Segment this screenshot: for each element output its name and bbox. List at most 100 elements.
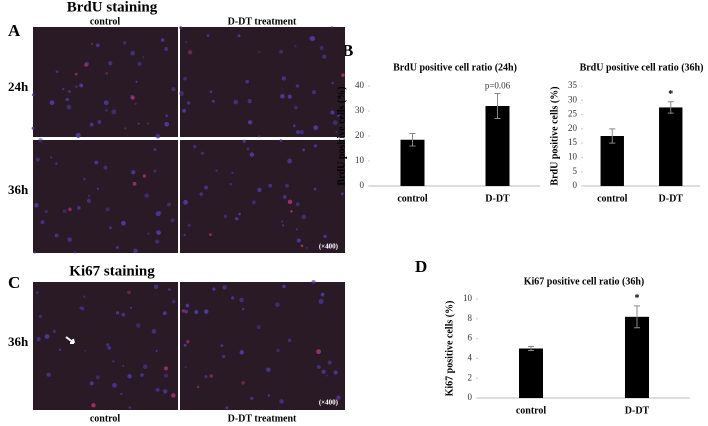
magnification: (×400): [319, 243, 339, 251]
cell-dot: [233, 99, 239, 105]
arrow: [65, 336, 75, 344]
cell-dot: [267, 394, 270, 397]
cell-dot: [194, 310, 199, 315]
cell-dot: [206, 34, 210, 37]
cell-dot: [38, 137, 43, 143]
y-tick-label: 10: [568, 151, 578, 161]
cell-dot: [280, 220, 284, 223]
cell-dot: [50, 156, 53, 159]
cell-dot: [105, 207, 110, 212]
bar: [485, 106, 510, 186]
y-axis-label: Ki67 positive cells (%): [444, 301, 455, 397]
cell-dot: [167, 202, 171, 207]
cell-dot: [155, 387, 160, 392]
cell-dot: [229, 182, 233, 186]
cell-dot: [142, 364, 148, 370]
cell-dot: [97, 119, 102, 124]
cell-dot: [179, 91, 184, 96]
y-tick-label: 0: [468, 392, 473, 402]
cell-dot: [299, 129, 304, 135]
cell-dot: [245, 79, 249, 84]
cell-dot: [84, 349, 87, 352]
cell-dot: [282, 224, 285, 227]
cell-dot: [326, 245, 330, 249]
cell-dot: [313, 144, 318, 148]
cell-dot: [127, 374, 132, 379]
cell-dot: [301, 214, 307, 220]
cell-dot: [124, 127, 127, 130]
cell-dot: [65, 97, 69, 102]
chart-title: BrdU positive cell ratio (24h): [393, 62, 517, 73]
cell-dot: [199, 192, 203, 196]
cell-dot: [155, 239, 160, 244]
y-tick-label: 4: [468, 352, 473, 362]
cell-dot: [249, 152, 255, 157]
cell-dot: [305, 246, 308, 249]
cell-dot: [325, 374, 328, 377]
cell-dot: [294, 105, 298, 110]
cell-dot: [290, 210, 293, 213]
cell-dot: [280, 94, 285, 99]
cell-dot: [258, 50, 261, 54]
cell-dot: [121, 312, 126, 317]
cell-dot: [187, 223, 191, 227]
cell-dot: [62, 88, 65, 91]
cell-dot: [266, 367, 271, 372]
cell-dot: [155, 133, 161, 139]
x-tick-label: D-DT: [625, 405, 650, 416]
cell-dot: [296, 130, 300, 134]
cell-dot: [311, 89, 317, 95]
cell-dot: [83, 177, 86, 181]
cell-dot: [54, 233, 59, 238]
cell-dot: [242, 307, 245, 311]
x-tick-label: control: [516, 405, 547, 416]
cell-dot: [170, 218, 175, 223]
y-tick-label: 35: [568, 80, 578, 90]
cell-dot: [144, 193, 150, 198]
cell-dot: [184, 40, 188, 44]
cell-dot: [163, 389, 168, 394]
cell-dot: [183, 199, 188, 205]
panel-label: D: [415, 257, 427, 276]
cell-dot: [281, 76, 287, 81]
cell-dot: [184, 365, 187, 369]
y-tick-label: 10: [463, 293, 473, 303]
cell-dot: [46, 372, 51, 377]
cell-dot: [134, 102, 137, 105]
cell-dot: [52, 329, 57, 334]
cell-dot: [95, 375, 100, 380]
cell-dot: [182, 108, 187, 113]
x-tick-label: control: [397, 193, 428, 204]
cell-dot: [222, 285, 227, 290]
y-tick-label: 0: [360, 180, 365, 190]
cell-dot: [183, 343, 187, 347]
column-label: control: [90, 16, 121, 27]
cell-dot: [295, 84, 300, 88]
cell-dot: [238, 212, 241, 216]
bar: [625, 316, 649, 398]
cell-dot: [131, 170, 136, 175]
cell-dot: [142, 56, 145, 59]
cell-dot: [107, 345, 112, 350]
cell-dot: [121, 220, 126, 226]
cell-dot: [130, 50, 136, 56]
cell-dot: [225, 406, 229, 410]
cell-dot: [279, 399, 284, 404]
y-tick-label: 30: [568, 94, 578, 104]
cell-dot: [31, 126, 35, 130]
micrograph: [180, 282, 345, 410]
error-bar: [494, 93, 501, 119]
cell-dot: [212, 287, 216, 291]
cell-dot: [137, 122, 140, 125]
row-label: 36h: [8, 182, 29, 197]
cell-dot: [282, 195, 287, 199]
cell-dot: [239, 297, 244, 303]
cell-dot: [250, 396, 254, 401]
cell-dot: [164, 121, 170, 127]
y-tick-label: 10: [355, 155, 365, 165]
cell-dot: [183, 233, 186, 237]
cell-dot: [311, 279, 316, 285]
cell-dot: [165, 114, 168, 117]
cell-dot: [287, 158, 293, 164]
cell-dot: [44, 210, 48, 214]
